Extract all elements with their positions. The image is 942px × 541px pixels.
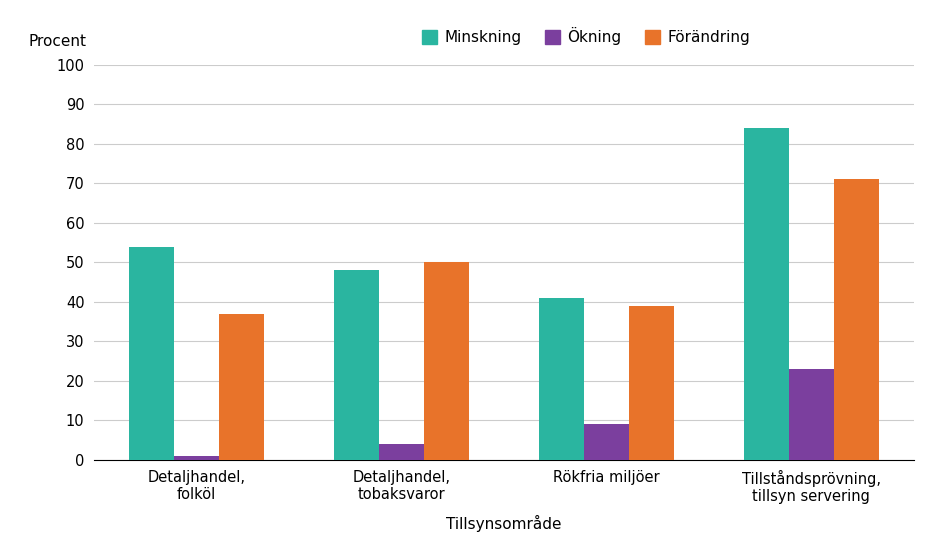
- Bar: [539, 298, 584, 460]
- Bar: [379, 444, 424, 460]
- Bar: [333, 270, 379, 460]
- Bar: [219, 314, 265, 460]
- Bar: [424, 262, 469, 460]
- Legend: Minskning, Ökning, Förändring: Minskning, Ökning, Förändring: [415, 21, 756, 51]
- Bar: [174, 456, 219, 460]
- Bar: [743, 128, 788, 460]
- X-axis label: Tillsynsområde: Tillsynsområde: [447, 515, 561, 532]
- Bar: [584, 424, 629, 460]
- Bar: [629, 306, 674, 460]
- Bar: [788, 369, 834, 460]
- Text: Procent: Procent: [28, 34, 87, 49]
- Bar: [129, 247, 174, 460]
- Bar: [834, 180, 879, 460]
